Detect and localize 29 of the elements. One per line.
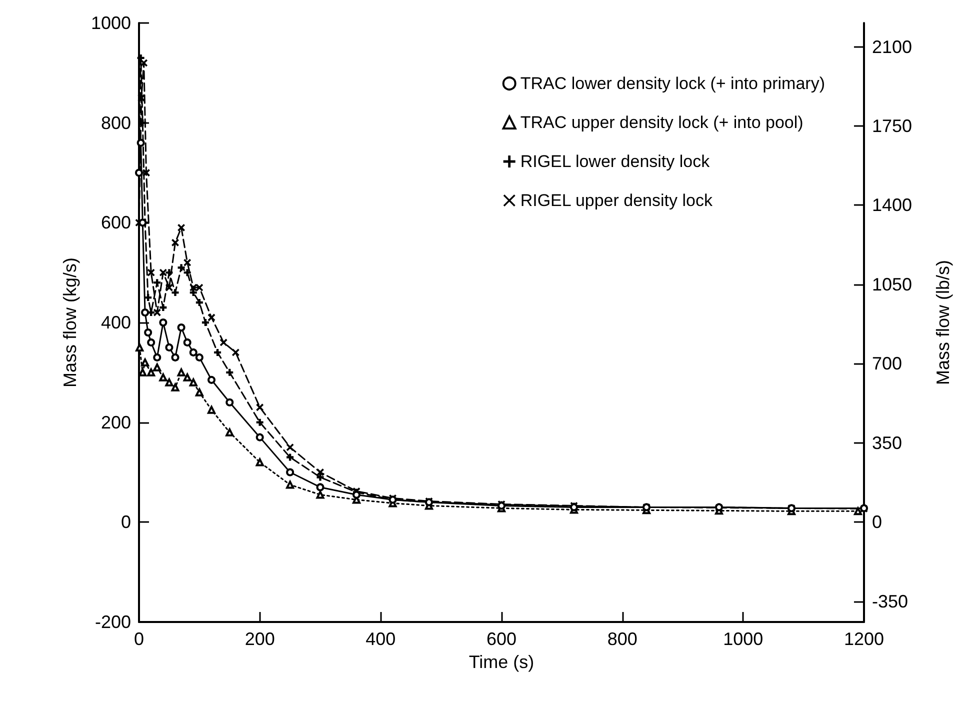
- y-tick-label: -200: [94, 612, 131, 632]
- x-tick-label: 600: [486, 629, 517, 649]
- y2-tick-label: 1750: [872, 116, 912, 136]
- y-tick-label: 600: [100, 212, 131, 233]
- legend-label: RIGEL lower density lock: [520, 152, 710, 171]
- y-tick-label: 0: [120, 512, 131, 532]
- y2-tick-label: 1400: [872, 195, 912, 216]
- y-tick-label: 800: [100, 112, 131, 133]
- y2-tick-label: 1050: [872, 274, 912, 294]
- x-tick-label: 0: [134, 629, 144, 649]
- y2-tick-label: 2100: [872, 36, 912, 57]
- x-axis-title: Time (s): [468, 652, 534, 672]
- y2-axis-title: Mass flow (lb/s): [933, 260, 953, 386]
- x-tick-label: 400: [366, 629, 396, 649]
- y2-tick-label: 350: [872, 432, 902, 453]
- y2-tick-label: 0: [872, 512, 882, 532]
- y2-tick-label: 700: [872, 354, 902, 374]
- y-tick-label: 400: [100, 312, 131, 332]
- x-tick-label: 1200: [844, 629, 884, 649]
- y-tick-label: 200: [100, 412, 131, 432]
- x-tick-label: 800: [607, 629, 638, 649]
- y-axis-title: Mass flow (kg/s): [60, 257, 80, 388]
- y2-tick-label: -350: [872, 591, 908, 612]
- y-tick-label: 1000: [90, 13, 131, 33]
- legend-label: TRAC upper density lock (+ into pool): [520, 113, 804, 132]
- legend-label: TRAC lower density lock (+ into primary): [520, 74, 826, 93]
- x-tick-label: 1000: [723, 629, 764, 649]
- x-tick-label: 200: [244, 629, 275, 649]
- legend-label: RIGEL upper density lock: [520, 191, 713, 210]
